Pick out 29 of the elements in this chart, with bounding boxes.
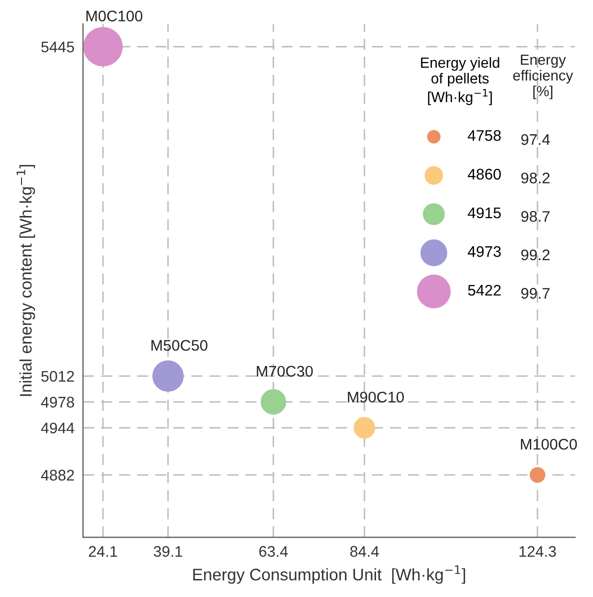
x-tick-label: 124.3 [520, 546, 556, 557]
annotation: Energy efficiency [%] [513, 54, 574, 100]
x-tick-label: 84.4 [350, 546, 379, 557]
legend-label: 5422 [468, 284, 501, 296]
x-tick-label: 63.4 [259, 546, 288, 557]
x-tick-label: 39.1 [154, 546, 182, 557]
legend-label: 4860 [468, 168, 501, 180]
annotation: M90C10 [348, 392, 404, 403]
annotation: 97.4 [521, 134, 550, 145]
y-tick-label: 5445 [41, 42, 74, 52]
legend-label: 4973 [468, 246, 501, 257]
y-tick-label: 4978 [41, 396, 74, 408]
x-tick-label: 24.1 [88, 546, 118, 557]
y-tick-label: 4882 [41, 470, 74, 481]
x-axis-title: Energy Consumption Unit [Wh·kg$^{−1}$] [193, 565, 466, 584]
y-tick-label: 5012 [41, 370, 74, 382]
legend-title: Energy yield of pellets [Wh·kg$^{−1}$] [421, 57, 500, 106]
annotation: 98.2 [521, 172, 550, 184]
y-axis-title: Initial energy content [Wh·kg$^{−1}$] [16, 164, 35, 396]
legend-label: 4915 [468, 207, 501, 218]
annotation: 99.7 [521, 288, 550, 299]
annotation: M100C0 [520, 438, 577, 450]
annotation: M70C30 [256, 366, 313, 377]
annotation: 99.2 [521, 249, 550, 260]
legend-label: 4758 [468, 130, 501, 141]
annotation: M50C50 [152, 340, 208, 351]
y-tick-label: 4944 [41, 422, 74, 434]
annotation: 98.7 [521, 211, 550, 222]
annotation: M0C100 [86, 10, 142, 22]
